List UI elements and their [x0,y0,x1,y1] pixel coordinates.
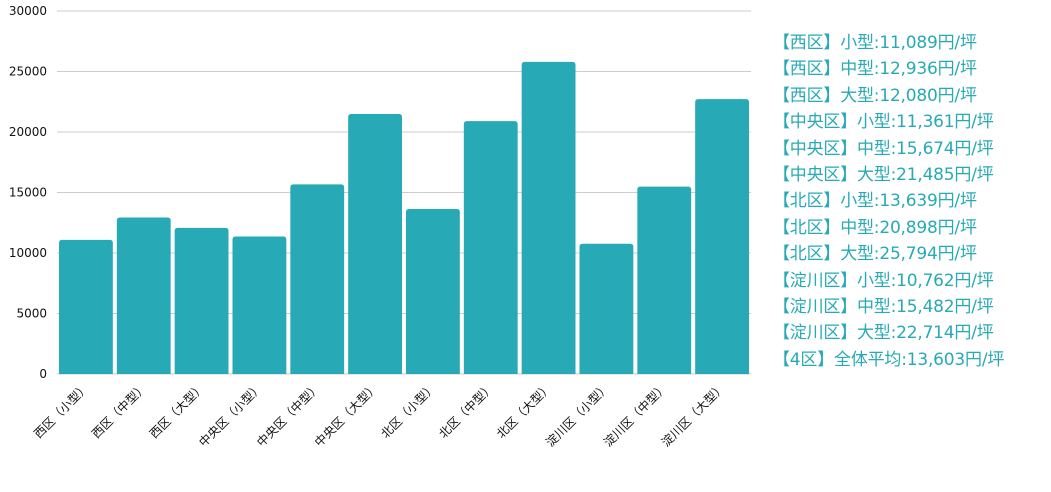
bar [174,227,229,374]
gridlines [57,10,751,375]
annotation-item: 【中央区】中型:15,674円/坪 [773,138,994,159]
annotation-item: 【北区】大型:25,794円/坪 [773,244,977,265]
bar [695,99,749,375]
bar [116,217,171,374]
x-category-label: 北区（小型） [378,380,439,441]
annotation-item: 【4区】全体平均:13,603円/坪 [773,349,1005,370]
annotation-item: 【淀川区】小型:10,762円/坪 [773,270,994,291]
y-axis-tick-labels: 0 5000 10000 15000 20000 25000 30000 [9,4,47,381]
bar [521,61,576,374]
x-category-label: 西区（大型） [147,380,208,441]
annotation-item: 【西区】中型:12,936円/坪 [773,59,977,80]
bar [406,208,460,374]
price-annotation-list: 【西区】小型:11,089円/坪 【西区】中型:12,936円/坪 【西区】大型… [773,30,1043,373]
y-tick-label: 30000 [9,4,47,18]
x-axis-category-labels: 西区（小型）西区（中型）西区（大型）中央区（小型）中央区（中型）中央区（大型）北… [31,380,728,450]
y-tick-label: 15000 [9,186,47,200]
annotation-item: 【中央区】小型:11,361円/坪 [773,112,994,133]
x-category-label: 西区（小型） [31,380,92,441]
annotation-item: 【淀川区】大型:22,714円/坪 [773,323,994,344]
bar [579,243,634,374]
y-tick-label: 0 [39,367,47,381]
bar [232,236,287,374]
x-category-label: 北区（大型） [494,380,555,441]
y-tick-label: 5000 [16,307,47,321]
annotation-item: 【中央区】大型:21,485円/坪 [773,164,994,185]
bars [59,61,749,375]
bar [59,239,113,374]
annotation-item: 【西区】小型:11,089円/坪 [773,33,977,53]
annotation-item: 【北区】小型:13,639円/坪 [773,191,977,212]
bar [290,184,345,374]
annotation-item: 【西区】大型:12,080円/坪 [773,85,977,106]
bar [463,121,518,374]
x-category-label: 西区（中型） [88,380,150,442]
x-category-label: 北区（中型） [435,380,497,442]
y-tick-label: 25000 [9,65,47,79]
bar [637,186,692,374]
annotation-item: 【北区】中型:20,898円/坪 [773,217,977,238]
bar [348,114,402,375]
y-tick-label: 20000 [9,125,47,139]
y-tick-label: 10000 [9,246,47,260]
annotation-item: 【淀川区】中型:15,482円/坪 [773,296,994,317]
